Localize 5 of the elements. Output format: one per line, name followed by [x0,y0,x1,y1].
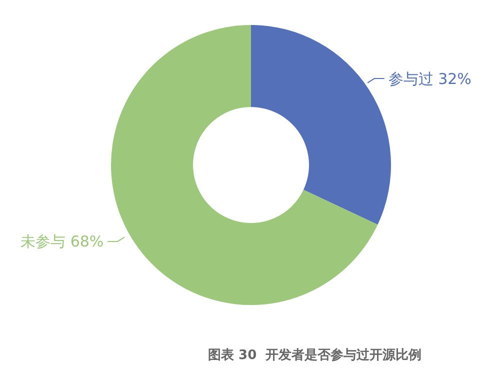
text: 图表 30 开发者是否参与过开源比例 [208,347,422,364]
donut-slice [251,25,391,225]
slice-label: 未参与 68% [20,232,104,251]
slice-label: 参与过 32% [388,70,472,88]
donut-slice [111,25,378,305]
